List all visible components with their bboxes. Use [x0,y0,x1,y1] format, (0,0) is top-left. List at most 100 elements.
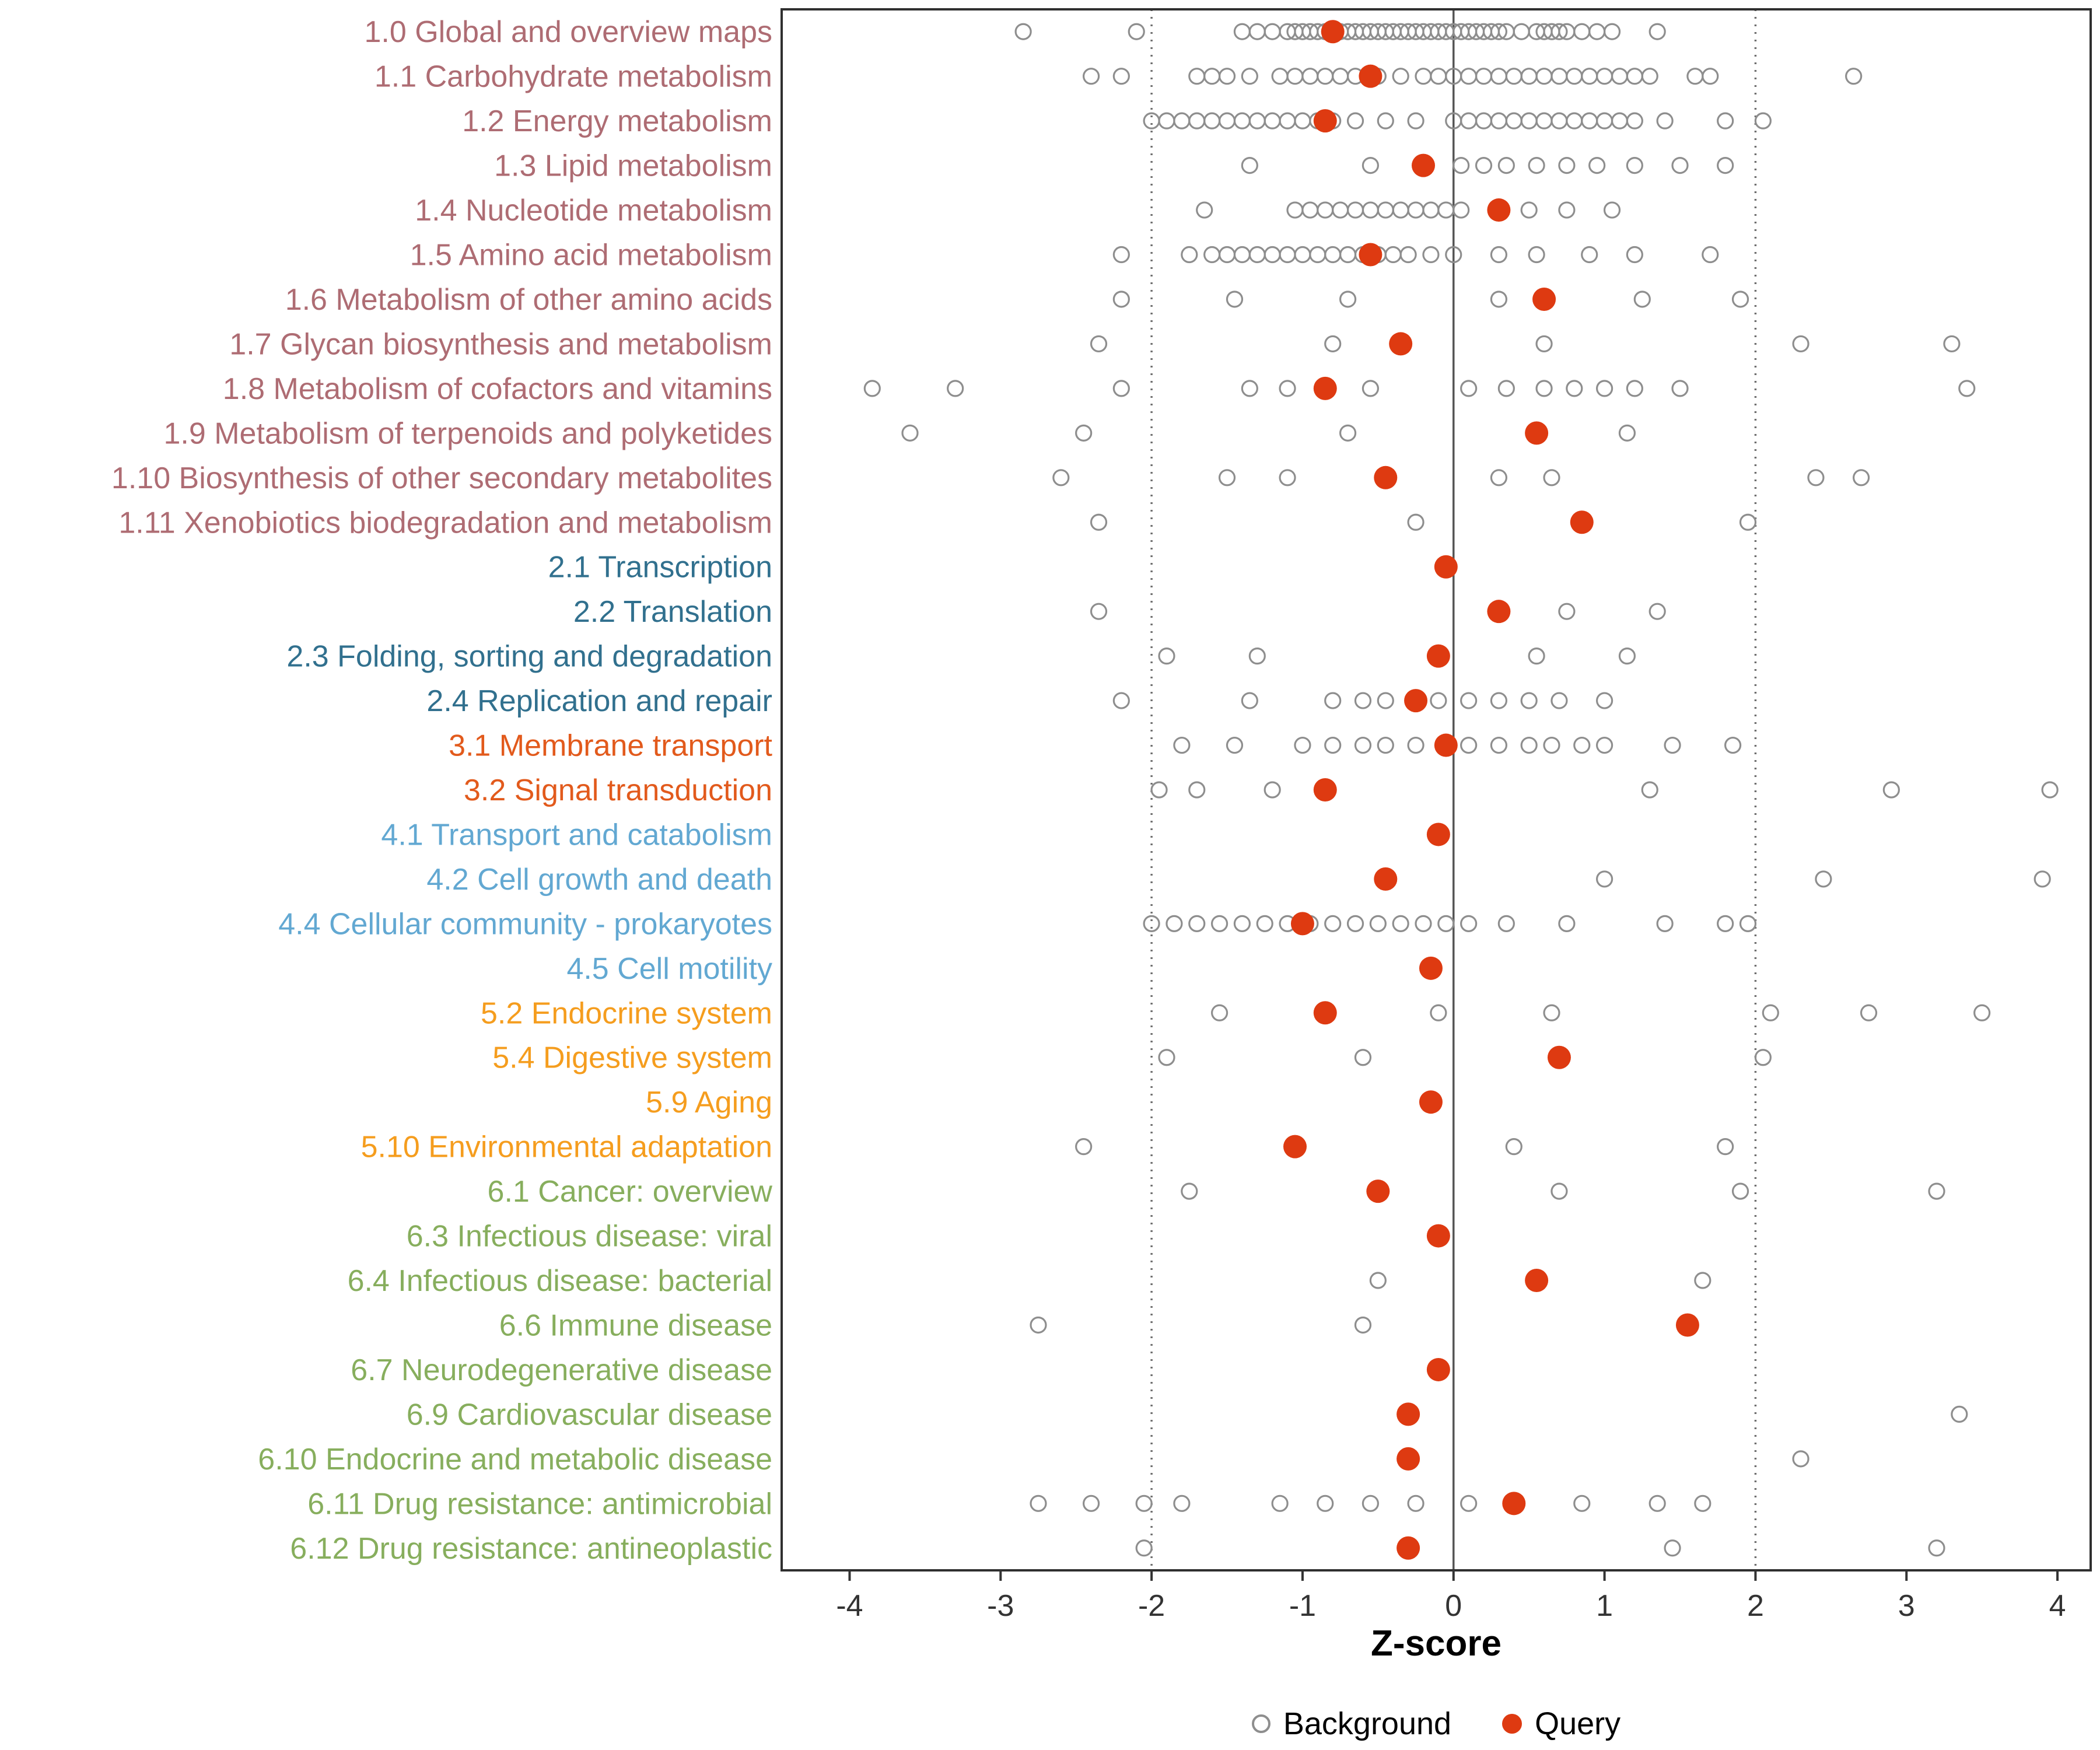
background-point [1505,112,1522,130]
background-point [1135,1539,1153,1557]
background-point [1279,380,1296,397]
background-point [1332,68,1349,85]
background-point [1354,1316,1372,1334]
background-point [1377,692,1394,709]
background-point [1241,68,1258,85]
background-point [1075,424,1093,442]
legend: Background Query [782,1703,2091,1742]
background-point [1415,915,1432,932]
background-point [2041,781,2059,799]
background-point [1339,424,1357,442]
background-point [1558,201,1576,219]
background-point [1611,112,1629,130]
background-point [1490,469,1508,487]
background-point [1362,1494,1380,1512]
query-point [1434,555,1458,579]
x-tick-label: -2 [1138,1589,1165,1623]
background-point [1430,68,1447,85]
background-point [1528,648,1545,665]
category-label: 6.6 Immune disease [499,1308,772,1342]
query-point-icon [1502,1713,1522,1734]
background-point [1135,1494,1153,1512]
legend-label-query: Query [1535,1706,1621,1741]
background-point [1112,692,1130,709]
background-point [1218,112,1236,130]
background-point [1422,201,1440,219]
background-point [1233,915,1251,932]
background-point [1324,692,1342,709]
background-point [1618,424,1636,442]
background-point [1030,1494,1047,1512]
background-point [1188,112,1206,130]
background-point [1490,736,1508,754]
background-point [1279,112,1296,130]
category-label: 1.7 Glycan biosynthesis and metabolism [229,327,772,361]
background-point [1460,1494,1478,1512]
background-point [1233,112,1251,130]
query-point [1290,912,1314,936]
background-point [1452,201,1470,219]
background-point [1369,1272,1387,1289]
category-label: 6.10 Endocrine and metabolic disease [258,1443,772,1476]
background-point [1731,1182,1749,1200]
background-point [1112,246,1130,264]
background-point [1407,1494,1424,1512]
background-point [1248,23,1266,40]
background-point [1030,1316,1047,1334]
background-point [2034,870,2051,888]
background-point [1354,1049,1372,1066]
background-point [1377,112,1394,130]
background-point [1573,23,1591,40]
category-label: 5.9 Aging [646,1086,772,1119]
background-point [1210,915,1228,932]
background-point [1558,157,1576,174]
background-point [1497,915,1515,932]
background-point [1973,1004,1991,1021]
legend-item-query: Query [1502,1706,1620,1742]
background-point [1317,201,1334,219]
background-point [1460,68,1478,85]
background-point [1264,23,1281,40]
background-point [1082,68,1100,85]
panel-border [780,8,2092,1572]
background-point [1407,201,1424,219]
background-point [1271,1494,1289,1512]
x-tick-label: 3 [1898,1589,1915,1623]
background-point [1815,870,1832,888]
background-point [1928,1539,1945,1557]
background-point [947,380,964,397]
query-point [1359,243,1382,267]
background-point [1497,380,1515,397]
background-point [1279,469,1296,487]
background-point [1543,469,1560,487]
background-point [1203,68,1221,85]
background-point [1233,23,1251,40]
background-point [1203,112,1221,130]
category-label: 6.3 Infectious disease: viral [407,1220,772,1254]
background-point [1346,112,1364,130]
background-point [1792,335,1810,353]
background-point [1505,1138,1522,1156]
background-point [1218,68,1236,85]
category-label: 1.11 Xenobiotics biodegradation and meta… [118,506,772,540]
background-point [1158,648,1175,665]
background-point [1535,68,1553,85]
category-label: 2.1 Transcription [548,551,772,584]
background-point [1437,915,1455,932]
background-point [1377,201,1394,219]
background-point [1460,736,1478,754]
background-point [1694,1494,1712,1512]
background-point [1860,1004,1878,1021]
query-point [1366,1180,1390,1203]
background-point [1460,380,1478,397]
background-point [1188,915,1206,932]
background-point [1731,290,1749,308]
query-point [1502,1492,1526,1516]
background-point [1656,112,1674,130]
background-point [1181,246,1198,264]
background-point [1595,736,1614,754]
query-point [1525,421,1549,445]
background-point [1309,246,1326,264]
background-point [1928,1182,1945,1200]
query-point [1426,644,1450,668]
